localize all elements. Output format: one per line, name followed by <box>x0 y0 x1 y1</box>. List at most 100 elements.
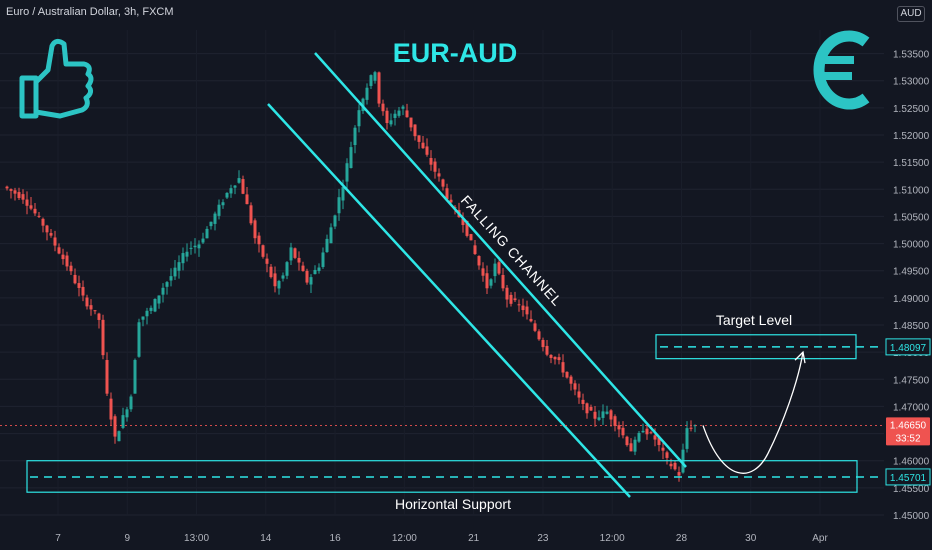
candle-body <box>225 192 229 198</box>
candle-body <box>521 305 525 311</box>
price-tick-label: 1.53000 <box>893 77 930 88</box>
candle-body <box>429 158 433 165</box>
candle-body <box>397 110 401 116</box>
candle-body <box>137 322 141 357</box>
candle-body <box>317 267 321 271</box>
candle-body <box>201 238 205 243</box>
candle-body <box>57 247 61 254</box>
candle-body <box>145 310 149 317</box>
candle-body <box>525 306 529 315</box>
candle-body <box>545 345 549 355</box>
projection-arrowhead <box>794 350 806 364</box>
candle-body <box>281 275 285 279</box>
candle-body <box>173 267 177 277</box>
candle-body <box>485 273 489 289</box>
candle-body <box>9 189 13 191</box>
candle-body <box>249 205 253 224</box>
price-tick-label: 1.45500 <box>893 484 930 495</box>
candle-body <box>157 295 161 304</box>
candle-body <box>381 103 385 112</box>
candle-body <box>293 248 297 258</box>
candle-body <box>45 225 49 233</box>
candle-body <box>177 262 181 271</box>
price-tick-label: 1.47500 <box>893 375 930 386</box>
candle-body <box>169 276 173 281</box>
candle-body <box>389 120 393 125</box>
candle-body <box>125 409 129 418</box>
price-tick-label: 1.53500 <box>893 50 930 61</box>
candle-body <box>357 110 361 127</box>
candle-body <box>285 262 289 276</box>
price-tick-label: 1.48500 <box>893 321 930 332</box>
candle-body <box>445 188 449 200</box>
candle-body <box>549 354 553 358</box>
candle-body <box>573 383 577 390</box>
time-tick-label: 12:00 <box>392 533 417 544</box>
candle-body <box>61 254 65 260</box>
candle-body <box>309 277 313 285</box>
candle-body <box>153 298 157 312</box>
time-tick-label: 16 <box>330 533 342 544</box>
candle-body <box>617 425 621 430</box>
candle-body <box>273 273 277 287</box>
candle-body <box>473 245 477 255</box>
target-label: Target Level <box>716 312 792 328</box>
time-tick-label: 9 <box>124 533 130 544</box>
time-tick-label: 28 <box>676 533 688 544</box>
candle-body <box>93 310 97 312</box>
candle-body <box>33 208 37 214</box>
candle-body <box>505 287 509 300</box>
candle-body <box>25 199 29 206</box>
price-axis[interactable]: 1.53500 1.53000 1.52500 1.52000 1.51500 1.510… <box>893 50 930 522</box>
candles <box>5 70 697 482</box>
target-zone <box>655 334 857 360</box>
candle-body <box>661 447 665 451</box>
candle-body <box>185 251 189 257</box>
currency-badge[interactable]: AUD <box>897 6 925 22</box>
candle-body <box>669 463 673 467</box>
candle-body <box>133 359 137 394</box>
thumbs-up-icon <box>19 38 94 119</box>
candle-body <box>533 323 537 331</box>
symbol-title[interactable]: Euro / Australian Dollar, 3h, FXCM <box>6 6 174 18</box>
price-tick-label: 1.46000 <box>893 457 930 468</box>
candle-body <box>673 462 677 470</box>
candle-body <box>665 452 669 458</box>
current-price-value: 1.46650 <box>890 420 927 431</box>
candle-body <box>81 286 85 296</box>
candle-body <box>537 331 541 340</box>
candle-body <box>493 263 497 277</box>
candle-body <box>345 163 349 182</box>
candle-body <box>437 173 441 177</box>
candle-body <box>481 268 485 276</box>
price-tick-label: 1.49000 <box>893 294 930 305</box>
candle-body <box>553 356 557 360</box>
candle-body <box>409 117 413 128</box>
time-tick-label: 30 <box>745 533 757 544</box>
candle-body <box>333 215 337 227</box>
candle-body <box>85 297 89 307</box>
time-axis[interactable]: 7 9 13:00 14 16 12:00 21 23 12:00 28 30 Apr <box>55 533 828 544</box>
candle-body <box>477 256 481 266</box>
candle-body <box>585 403 589 414</box>
candle-body <box>605 411 609 414</box>
candle-body <box>69 265 73 272</box>
candle-body <box>241 179 245 194</box>
candle-body <box>365 87 369 100</box>
candle-body <box>121 415 125 428</box>
candle-body <box>629 443 633 452</box>
candle-body <box>161 287 165 295</box>
candle-body <box>405 110 409 118</box>
price-labels: 1.48097 1.46650 33:52 1.45701 <box>885 338 931 486</box>
candle-body <box>209 221 213 227</box>
time-tick-label: 7 <box>55 533 61 544</box>
level-price-badge <box>885 338 931 356</box>
candle-body <box>517 304 521 306</box>
price-tick-label: 1.45000 <box>893 511 930 522</box>
candle-body <box>237 178 241 183</box>
candle-body <box>377 72 381 104</box>
price-tick-label: 1.52000 <box>893 131 930 142</box>
candle-body <box>217 204 221 216</box>
candle-body <box>589 406 593 411</box>
